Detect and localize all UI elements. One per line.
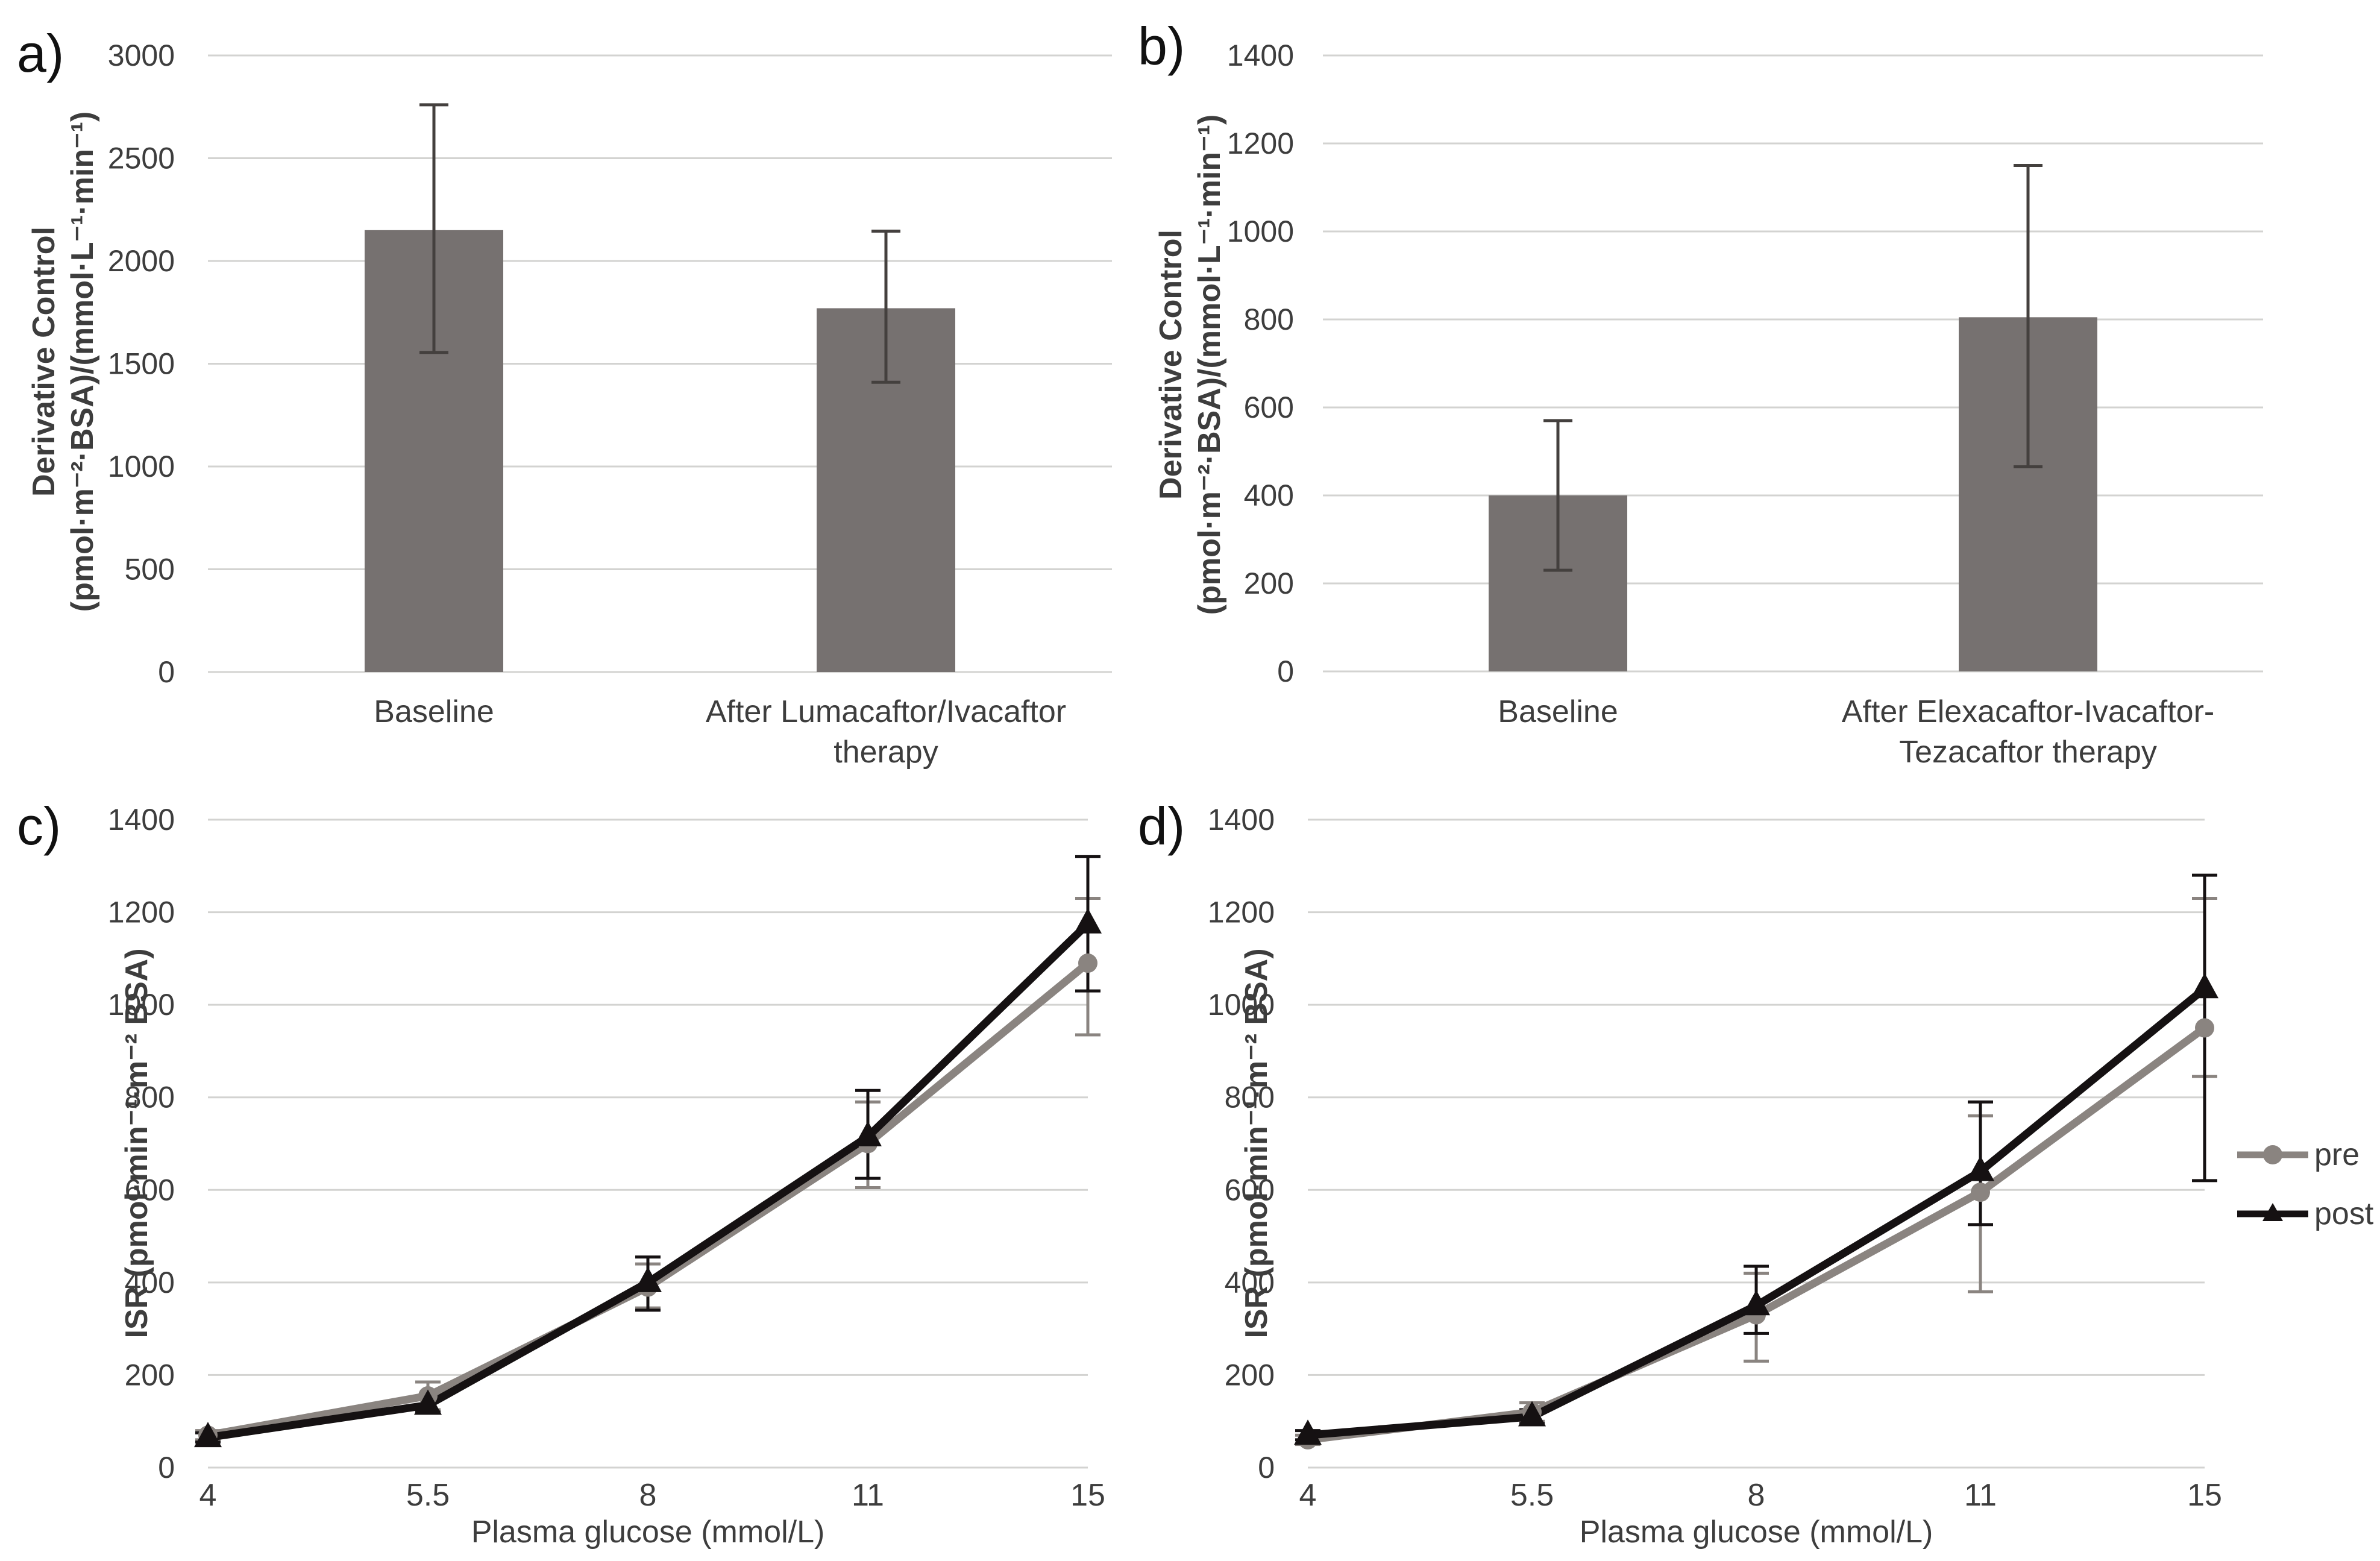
- y-tick-label: 400: [1225, 1266, 1275, 1299]
- circle-marker: [2195, 1018, 2214, 1038]
- x-tick-label: 5.5: [1510, 1478, 1554, 1513]
- y-tick-label: 0: [1277, 655, 1294, 688]
- legend: pre post: [2237, 1137, 2373, 1232]
- x-tick-label: 4: [1299, 1478, 1317, 1513]
- pre-circle-line-icon: [2237, 1145, 2308, 1164]
- y-tick-label: 200: [1225, 1358, 1275, 1392]
- y-tick-label: 3000: [108, 39, 175, 72]
- panel-a-y-axis-title-line1: Derivative Control: [27, 227, 61, 497]
- y-tick-label: 1200: [1227, 127, 1294, 160]
- x-tick-label: 11: [852, 1478, 884, 1513]
- y-tick-label: 1000: [1227, 215, 1294, 248]
- y-tick-label: 400: [1244, 479, 1294, 512]
- y-tick-label: 0: [158, 655, 175, 689]
- legend-item-pre: pre: [2237, 1137, 2373, 1173]
- panel-c-x-axis-title: Plasma glucose (mmol/L): [471, 1515, 825, 1550]
- y-tick-label: 400: [125, 1266, 175, 1299]
- y-tick-label: 0: [1258, 1451, 1275, 1484]
- y-tick-label: 800: [125, 1081, 175, 1114]
- panel-b-label: b): [1138, 16, 1185, 76]
- y-tick-label: 1400: [1208, 803, 1275, 837]
- y-tick-label: 1400: [108, 803, 175, 837]
- post-line: [1304, 984, 2209, 1439]
- y-tick-label: 800: [1244, 303, 1294, 336]
- y-tick-label: 600: [1225, 1173, 1275, 1207]
- legend-item-post: post: [2237, 1196, 2373, 1232]
- y-tick-label: 1200: [108, 896, 175, 929]
- triangle-marker: [634, 1266, 662, 1292]
- x-tick-label: 5.5: [406, 1478, 450, 1513]
- y-tick-label: 600: [1244, 391, 1294, 424]
- panel-a-y-axis-title-line2: (pmol·m⁻²·BSA)/(mmol·L⁻¹·min⁻¹): [65, 111, 100, 612]
- legend-label-post: post: [2314, 1196, 2374, 1231]
- triangle-marker: [1294, 1419, 1322, 1445]
- panel-b-y-axis-title-line2: (pmol·m⁻²·BSA)/(mmol·L⁻¹·min⁻¹): [1192, 114, 1227, 615]
- panel-a-label: a): [17, 24, 64, 83]
- y-tick-label: 1000: [108, 988, 175, 1022]
- triangle-marker: [194, 1422, 222, 1448]
- category-label: Tezacaftor therapy: [1899, 735, 2157, 770]
- panel-d-label: d): [1138, 796, 1185, 856]
- circle-marker: [1078, 953, 1097, 973]
- panel-b-y-axis-title-line1: Derivative Control: [1154, 230, 1188, 500]
- x-tick-label: 8: [1748, 1478, 1765, 1513]
- panel-c-label: c): [17, 796, 61, 856]
- panel-d-y-axis-title: ISR (pmol·min⁻¹·m⁻² BSA): [1237, 948, 1276, 1338]
- y-tick-label: 600: [125, 1173, 175, 1207]
- triangle-marker: [1074, 908, 1102, 934]
- category-label: therapy: [834, 735, 938, 770]
- y-tick-label: 200: [1244, 567, 1294, 600]
- legend-label-pre: pre: [2314, 1137, 2360, 1172]
- y-tick-label: 2000: [108, 244, 175, 278]
- x-tick-label: 8: [639, 1478, 657, 1513]
- y-tick-label: 1000: [108, 450, 175, 483]
- triangle-marker: [854, 1120, 882, 1146]
- triangle-marker: [1967, 1155, 1994, 1181]
- category-label: Baseline: [374, 694, 494, 729]
- y-tick-label: 800: [1225, 1081, 1275, 1114]
- category-label: After Elexacaftor-Ivacaftor-: [1842, 694, 2214, 729]
- x-tick-label: 15: [2187, 1478, 2222, 1513]
- y-tick-label: 1200: [1208, 896, 1275, 929]
- x-tick-label: 11: [1964, 1478, 1997, 1513]
- y-tick-label: 1000: [1208, 988, 1275, 1022]
- panel-c-y-axis-title-text: ISR (pmol·min⁻¹·m⁻² BSA): [119, 948, 154, 1339]
- x-tick-label: 4: [199, 1478, 217, 1513]
- y-tick-label: 0: [158, 1451, 175, 1484]
- panel-d-y-axis-title-text: ISR (pmol·min⁻¹·m⁻² BSA): [1239, 948, 1274, 1339]
- y-tick-label: 1400: [1227, 39, 1294, 72]
- y-tick-label: 500: [125, 553, 175, 586]
- triangle-marker: [2191, 973, 2218, 999]
- triangle-marker: [414, 1389, 442, 1415]
- panel-c-y-axis-title: ISR (pmol·min⁻¹·m⁻² BSA): [118, 948, 156, 1338]
- y-tick-label: 1500: [108, 347, 175, 381]
- post-triangle-line-icon: [2237, 1203, 2308, 1221]
- pre-line: [1304, 1024, 2209, 1444]
- panel-a-y-axis-title: Derivative Control (pmol·m⁻²·BSA)/(mmol·…: [25, 111, 102, 612]
- x-tick-label: 15: [1070, 1478, 1105, 1513]
- category-label: Baseline: [1498, 694, 1618, 729]
- category-label: After Lumacaftor/Ivacaftor: [706, 694, 1066, 729]
- triangle-marker: [1518, 1401, 1546, 1427]
- y-tick-label: 200: [125, 1358, 175, 1392]
- panel-d-x-axis-title: Plasma glucose (mmol/L): [1579, 1515, 1933, 1550]
- circle-marker: [1971, 1183, 1990, 1202]
- panel-b-y-axis-title: Derivative Control (pmol·m⁻²·BSA)/(mmol·…: [1152, 115, 1229, 615]
- triangle-marker: [1742, 1290, 1770, 1316]
- y-tick-label: 2500: [108, 142, 175, 175]
